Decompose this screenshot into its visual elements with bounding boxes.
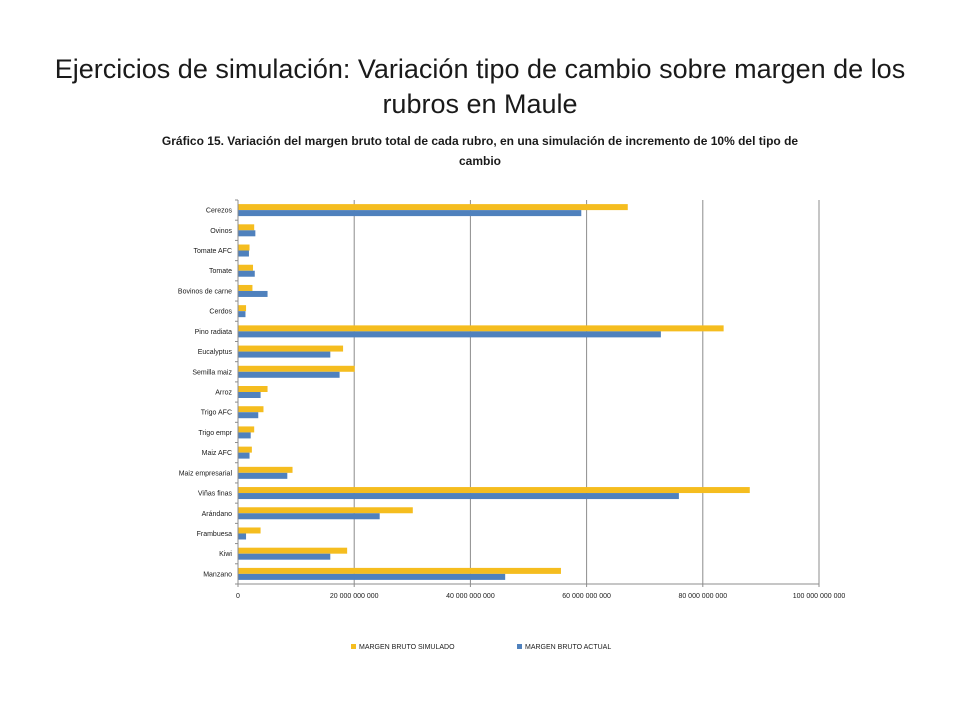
category-label: Kiwi: [219, 551, 232, 558]
bar-simulado: [238, 547, 348, 554]
bar-actual: [238, 392, 261, 398]
bar-simulado: [238, 487, 750, 494]
category-label: Semilla maiz: [192, 369, 232, 376]
x-tick-label: 80 000 000 000: [678, 593, 727, 600]
x-tick-label: 40 000 000 000: [446, 593, 495, 600]
legend: MARGEN BRUTO SIMULADO MARGEN BRUTO ACTUAL: [351, 644, 611, 651]
bar-simulado: [238, 446, 252, 453]
x-tick-label: 0: [236, 593, 240, 600]
bar-actual: [238, 432, 251, 439]
category-label: Maiz AFC: [202, 450, 232, 457]
category-label: Maiz empresarial: [179, 470, 233, 477]
bar-actual: [238, 493, 679, 500]
category-label: Frambuesa: [197, 531, 233, 538]
category-label: Ovinos: [210, 228, 232, 235]
category-label: Arroz: [215, 390, 232, 397]
category-label: Cerdos: [209, 309, 232, 316]
category-label: Tomate: [209, 268, 232, 275]
bar-simulado: [238, 325, 724, 332]
category-label: Tomate AFC: [193, 248, 232, 255]
bar-actual: [238, 472, 288, 479]
bar-simulado: [238, 527, 261, 534]
bar-simulado: [238, 264, 254, 271]
bar-actual: [238, 311, 246, 318]
bar-simulado: [238, 386, 268, 392]
category-label: Eucalyptus: [198, 349, 233, 356]
chart-title: Gráfico 15. Variación del margen bruto t…: [161, 134, 799, 168]
bar-actual: [238, 230, 256, 237]
legend-swatch: [517, 644, 522, 649]
slide-title: Ejercicios de simulación: Variación tipo…: [54, 54, 906, 119]
bar-simulado: [238, 426, 255, 433]
x-tick-label: 20 000 000 000: [330, 593, 379, 600]
bar-actual: [238, 210, 582, 217]
bar-actual: [238, 371, 340, 378]
bar-actual: [238, 573, 506, 580]
gridlines: [353, 200, 820, 584]
category-label: Bovinos de carne: [178, 288, 232, 295]
bar-simulado: [238, 204, 628, 211]
bar-actual: [238, 351, 331, 358]
bar-actual: [238, 533, 247, 540]
bar-actual: [238, 270, 255, 277]
bar-simulado: [238, 507, 413, 514]
bar-actual: [238, 513, 380, 520]
category-label: Manzano: [203, 571, 232, 578]
category-labels: Cerezos Ovinos Tomate AFC Tomate Bovinos de …: [178, 208, 233, 579]
legend-swatch: [351, 644, 356, 649]
bar-simulado: [238, 244, 250, 251]
category-label: Pino radiata: [195, 329, 232, 336]
category-label: Arándano: [202, 511, 232, 518]
bar-actual: [238, 412, 259, 419]
category-label: Trigo empr: [198, 430, 232, 437]
axes: [235, 199, 820, 587]
legend-label: MARGEN BRUTO SIMULADO: [359, 644, 455, 651]
bar-actual: [238, 290, 268, 297]
bar-simulado: [238, 365, 355, 372]
bar-actual: [238, 250, 249, 257]
bar-simulado: [238, 224, 255, 231]
category-label: Trigo AFC: [201, 410, 232, 417]
x-tick-labels: 0 20 000 000 000 40 000 000 000 60 000 000 …: [236, 593, 845, 600]
bar-simulado: [238, 284, 253, 291]
bar-actual: [238, 452, 250, 459]
bar-simulado: [238, 305, 247, 312]
bar-simulado: [238, 466, 293, 473]
bar-simulado: [238, 345, 344, 352]
bar-actual: [238, 553, 331, 560]
legend-label: MARGEN BRUTO ACTUAL: [525, 644, 611, 651]
category-label: Viñas finas: [198, 491, 233, 498]
bar-actual: [238, 331, 661, 338]
category-label: Cerezos: [206, 208, 233, 215]
x-tick-label: 60 000 000 000: [562, 593, 611, 600]
x-tick-label: 100 000 000 000: [793, 593, 846, 600]
bar-simulado: [238, 406, 264, 413]
bar-simulado: [238, 567, 561, 574]
bars: [238, 204, 750, 580]
